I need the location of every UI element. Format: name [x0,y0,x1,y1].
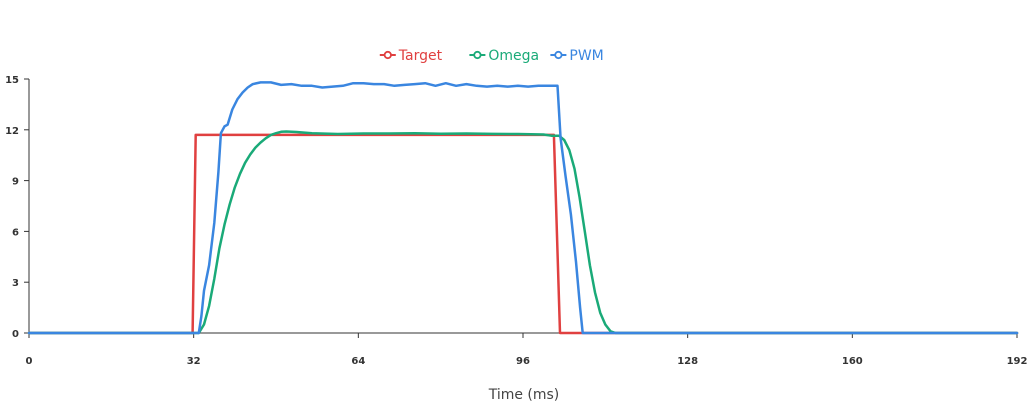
series-lines [27,81,1019,335]
legend-marker-icon [554,50,563,60]
x-axis-title: Time (ms) [488,387,560,403]
x-tick-label: 0 [26,356,33,367]
legend-label: Omega [488,48,539,64]
legend-marker-icon [473,50,482,60]
y-tick-label: 9 [12,177,19,188]
y-tick-label: 6 [12,227,19,238]
x-tick-label: 192 [1007,356,1028,367]
x-tick-label: 96 [516,356,530,367]
series-line-omega [27,130,1019,335]
y-tick-label: 0 [12,329,19,340]
legend-marker-icon [383,50,392,60]
series-line-pwm [27,81,1019,335]
legend-item-target[interactable]: Target [379,48,443,64]
legend-label: Target [398,48,443,64]
legend[interactable]: Target Omega PWM [379,48,604,64]
y-axis: 0 3 6 9 12 15 [5,75,30,340]
y-tick-label: 3 [12,278,19,289]
x-axis: 0 32 64 96 128 160 192 [26,332,1028,367]
y-tick-label: 12 [5,126,19,137]
x-tick-label: 64 [351,356,365,367]
y-tick-label: 15 [5,75,19,86]
x-tick-label: 32 [187,356,201,367]
legend-label: PWM [569,48,603,64]
x-tick-label: 128 [677,356,698,367]
x-tick-label: 160 [842,356,863,367]
series-line-target [27,133,1019,335]
legend-item-pwm[interactable]: PWM [550,48,604,64]
legend-item-omega[interactable]: Omega [469,48,539,64]
